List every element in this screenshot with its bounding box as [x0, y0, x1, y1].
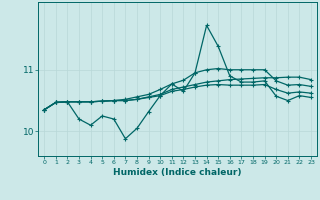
X-axis label: Humidex (Indice chaleur): Humidex (Indice chaleur): [113, 168, 242, 177]
